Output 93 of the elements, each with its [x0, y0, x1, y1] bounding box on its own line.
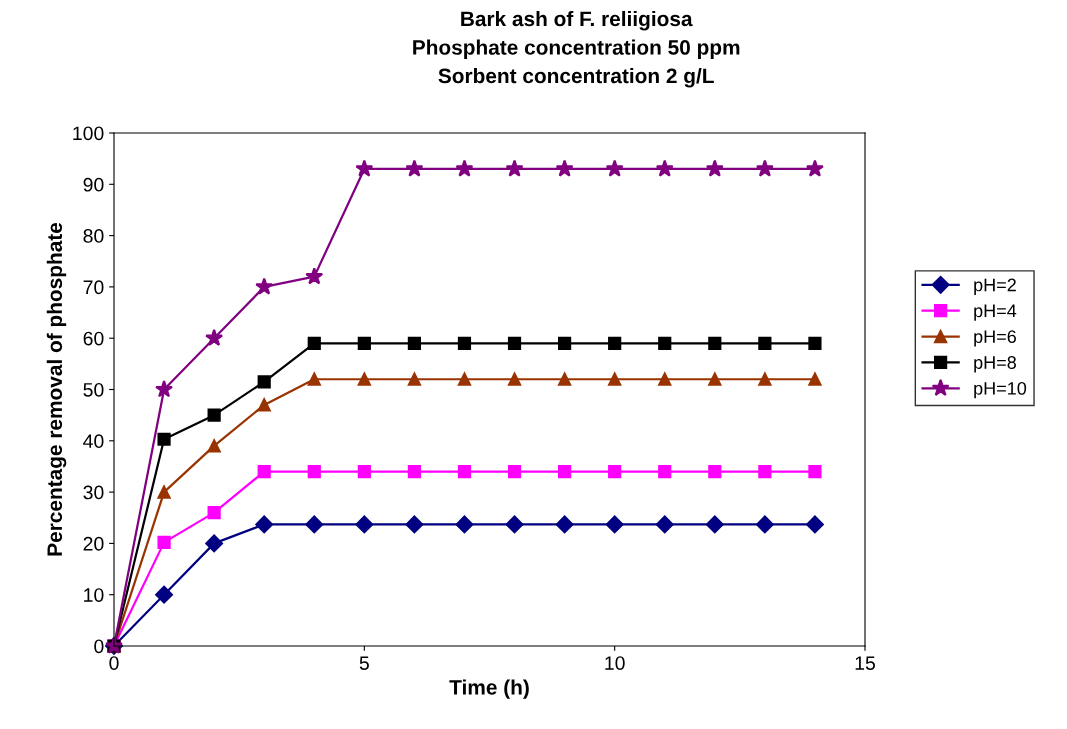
point — [257, 375, 271, 389]
point — [708, 336, 722, 350]
point — [155, 380, 174, 398]
point — [157, 535, 171, 549]
legend-label: pH=10 — [974, 381, 1027, 399]
point — [255, 277, 274, 295]
point — [605, 515, 624, 534]
y-axis-title: Percentage removal of phosphate — [46, 222, 67, 556]
x-tick-label: 10 — [605, 656, 625, 670]
y-tick-label: 80 — [83, 229, 104, 243]
point — [655, 159, 674, 177]
point — [806, 515, 824, 534]
point — [157, 432, 171, 446]
point — [808, 372, 822, 386]
point — [658, 464, 672, 479]
point — [605, 159, 624, 177]
point — [758, 336, 772, 350]
point — [407, 336, 421, 350]
point — [305, 267, 324, 285]
point — [755, 515, 774, 534]
y-tick-label: 30 — [83, 485, 104, 500]
point — [355, 515, 374, 534]
point — [255, 515, 274, 534]
point — [658, 372, 672, 386]
point — [555, 159, 574, 177]
y-tick-label: 20 — [83, 536, 104, 551]
point — [205, 328, 224, 346]
y-tick-label: 0 — [94, 639, 104, 654]
point — [758, 372, 772, 386]
point — [555, 515, 574, 534]
point — [355, 159, 374, 177]
point — [455, 159, 474, 177]
legend-label: pH=2 — [974, 278, 1016, 295]
point — [455, 515, 474, 534]
point — [608, 464, 622, 479]
point — [608, 336, 622, 350]
point — [558, 464, 572, 479]
point — [558, 336, 572, 350]
x-tick-label: 5 — [359, 656, 369, 670]
point — [307, 372, 321, 386]
point — [705, 159, 724, 177]
point — [307, 336, 321, 350]
chart-title: Bark ash of F. reliigiosa Phosphate concentration 50 ppm Sorbent concentration 2 g/L — [413, 10, 740, 88]
point — [808, 464, 822, 479]
point — [155, 585, 173, 604]
legend-label: pH=8 — [974, 356, 1016, 373]
point — [457, 336, 472, 350]
y-tick-label: 40 — [83, 434, 104, 449]
point — [758, 464, 772, 479]
y-tick-label: 50 — [83, 382, 104, 397]
legend-label: pH=6 — [974, 330, 1016, 347]
point — [357, 372, 371, 386]
point — [608, 372, 622, 386]
point — [207, 408, 221, 422]
point — [457, 464, 472, 479]
point — [805, 159, 824, 177]
point — [207, 439, 221, 453]
point — [207, 506, 221, 520]
y-tick-label: 90 — [83, 177, 104, 192]
point — [357, 336, 371, 350]
point — [507, 372, 522, 386]
y-tick-label: 100 — [73, 126, 104, 141]
point — [357, 464, 371, 479]
point — [558, 372, 572, 386]
point — [407, 464, 421, 479]
point — [705, 515, 724, 534]
point — [658, 336, 672, 350]
point — [655, 515, 674, 534]
point — [405, 515, 424, 534]
point — [457, 372, 472, 386]
point — [708, 372, 722, 386]
point — [507, 464, 522, 479]
legend-label: pH=4 — [974, 304, 1017, 321]
point — [157, 485, 171, 499]
point — [708, 464, 722, 479]
point — [405, 159, 424, 177]
point — [307, 464, 321, 479]
point — [407, 372, 421, 386]
point — [257, 464, 271, 479]
x-tick-label: 15 — [855, 656, 875, 670]
point — [755, 159, 774, 177]
point — [205, 534, 224, 553]
y-tick-label: 10 — [84, 588, 104, 602]
y-tick-label: 60 — [83, 331, 104, 346]
x-axis-title: Time (h) — [449, 679, 529, 699]
point — [808, 336, 822, 350]
point — [505, 515, 524, 534]
point — [257, 398, 271, 412]
point — [507, 336, 522, 350]
point — [505, 159, 524, 177]
y-tick-label: 70 — [83, 280, 104, 295]
x-tick-label: 0 — [109, 656, 119, 670]
point — [305, 515, 324, 534]
